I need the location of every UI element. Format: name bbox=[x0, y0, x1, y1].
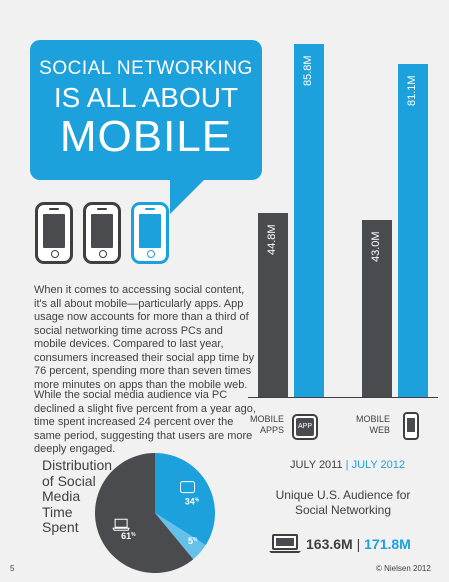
pie-title-line: of Social bbox=[42, 472, 96, 489]
audience-totals: 163.6M | 171.8M bbox=[306, 536, 411, 552]
audience-caption-line: Social Networking bbox=[294, 503, 392, 517]
category-label-line: WEB bbox=[369, 425, 390, 435]
title-bubble bbox=[30, 40, 262, 180]
social-time-pie-chart: 34% 5% 61% bbox=[95, 453, 215, 573]
laptop-icon bbox=[112, 518, 130, 531]
pie-label-pc: 61% bbox=[121, 531, 136, 541]
smartphone-icon bbox=[35, 202, 73, 264]
bar-mobile-web-2011 bbox=[362, 220, 392, 397]
bar-chart-baseline bbox=[248, 397, 438, 398]
page-number: 5 bbox=[10, 564, 15, 573]
smartphone-icon bbox=[131, 202, 169, 264]
laptop-icon bbox=[269, 534, 301, 553]
pc-paragraph: While the social media audience via PC d… bbox=[34, 389, 256, 455]
pie-title-line: Time bbox=[42, 503, 73, 520]
total-separator: | bbox=[356, 536, 361, 552]
bar-legend: JULY 2011 | JULY 2012 bbox=[290, 459, 405, 471]
legend-july-2011: JULY 2011 bbox=[290, 459, 343, 471]
pie-label-app: 34% bbox=[185, 497, 200, 507]
total-2011: 163.6M bbox=[306, 536, 353, 552]
pie-title: Distribution of Social Media Time Spent bbox=[42, 457, 113, 536]
app-icon: APP bbox=[292, 414, 318, 440]
smartphone-icon bbox=[403, 412, 419, 440]
intro-paragraph: When it comes to accessing social conten… bbox=[34, 284, 255, 391]
legend-separator: | bbox=[345, 459, 349, 471]
bar-mobile-apps-2012 bbox=[294, 44, 324, 397]
pie-slice-app bbox=[155, 453, 215, 546]
title-line-1: SOCIAL NETWORKING bbox=[39, 58, 253, 79]
audience-caption-line: Unique U.S. Audience for bbox=[275, 488, 411, 502]
pie-title-line: Spent bbox=[42, 519, 79, 535]
category-label-mobile-web: MOBILE WEB bbox=[342, 414, 390, 436]
bar-value-label: 44.8M bbox=[266, 224, 278, 255]
bar-value-label: 81.1M bbox=[406, 75, 418, 106]
pie-title-line: Media bbox=[42, 488, 81, 504]
app-icon bbox=[180, 481, 196, 494]
title-line-2: IS ALL ABOUT bbox=[53, 82, 239, 113]
bar-value-label: 43.0M bbox=[370, 231, 382, 263]
pie-slice-pc bbox=[95, 453, 194, 573]
title-line-3: MOBILE bbox=[59, 112, 233, 161]
pie-slice-mobile-web bbox=[155, 513, 206, 560]
pie-label-mobile-web: 5% bbox=[188, 536, 198, 546]
pie-title-line: Distribution bbox=[42, 457, 113, 473]
smartphone-icon bbox=[83, 202, 121, 264]
copyright: © Nielsen 2012 bbox=[376, 564, 431, 573]
category-label-line: MOBILE bbox=[249, 414, 284, 424]
app-icon-label: APP bbox=[296, 418, 314, 436]
bar-mobile-apps-2011 bbox=[258, 212, 288, 397]
title-bubble-tail bbox=[170, 178, 206, 214]
legend-july-2012: JULY 2012 bbox=[351, 459, 405, 471]
total-2012: 171.8M bbox=[364, 536, 411, 552]
audience-caption: Unique U.S. Audience for Social Networki… bbox=[268, 488, 418, 518]
category-label-line: APPS bbox=[259, 425, 284, 435]
bar-mobile-web-2012 bbox=[398, 63, 428, 397]
category-label-line: MOBILE bbox=[355, 414, 390, 424]
bar-value-label: 85.8M bbox=[302, 55, 314, 87]
category-label-mobile-apps: MOBILE APPS bbox=[236, 414, 284, 436]
